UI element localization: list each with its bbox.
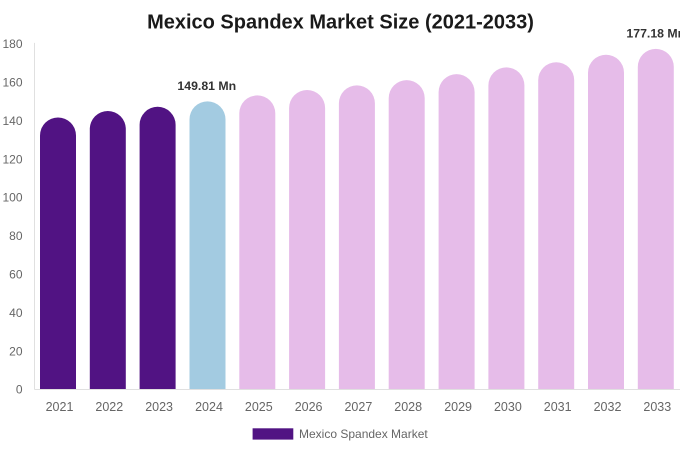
svg-text:Mexico Spandex Market Size (20: Mexico Spandex Market Size (2021-2033) [147, 11, 534, 33]
svg-text:2030: 2030 [494, 400, 522, 414]
svg-text:2024: 2024 [195, 400, 223, 414]
svg-text:2026: 2026 [295, 400, 323, 414]
svg-text:2028: 2028 [394, 400, 422, 414]
svg-text:177.18 Mn: 177.18 Mn [626, 27, 680, 41]
svg-text:120: 120 [2, 152, 22, 166]
svg-text:2025: 2025 [245, 400, 273, 414]
svg-text:2031: 2031 [544, 400, 572, 414]
svg-text:100: 100 [2, 191, 22, 205]
svg-text:Mexico Spandex Market: Mexico Spandex Market [299, 427, 428, 441]
svg-text:40: 40 [9, 306, 23, 320]
svg-text:2023: 2023 [145, 400, 173, 414]
svg-text:60: 60 [9, 268, 23, 282]
svg-text:0: 0 [16, 383, 23, 397]
svg-text:2032: 2032 [594, 400, 622, 414]
svg-text:2033: 2033 [643, 400, 671, 414]
svg-text:2029: 2029 [444, 400, 472, 414]
svg-text:149.81 Mn: 149.81 Mn [177, 79, 236, 93]
svg-text:180: 180 [2, 37, 22, 51]
svg-text:20: 20 [9, 344, 23, 358]
svg-text:2022: 2022 [95, 400, 123, 414]
svg-text:2021: 2021 [46, 400, 74, 414]
svg-text:140: 140 [2, 114, 22, 128]
svg-text:80: 80 [9, 229, 23, 243]
svg-text:160: 160 [2, 76, 22, 90]
svg-text:2027: 2027 [344, 400, 372, 414]
